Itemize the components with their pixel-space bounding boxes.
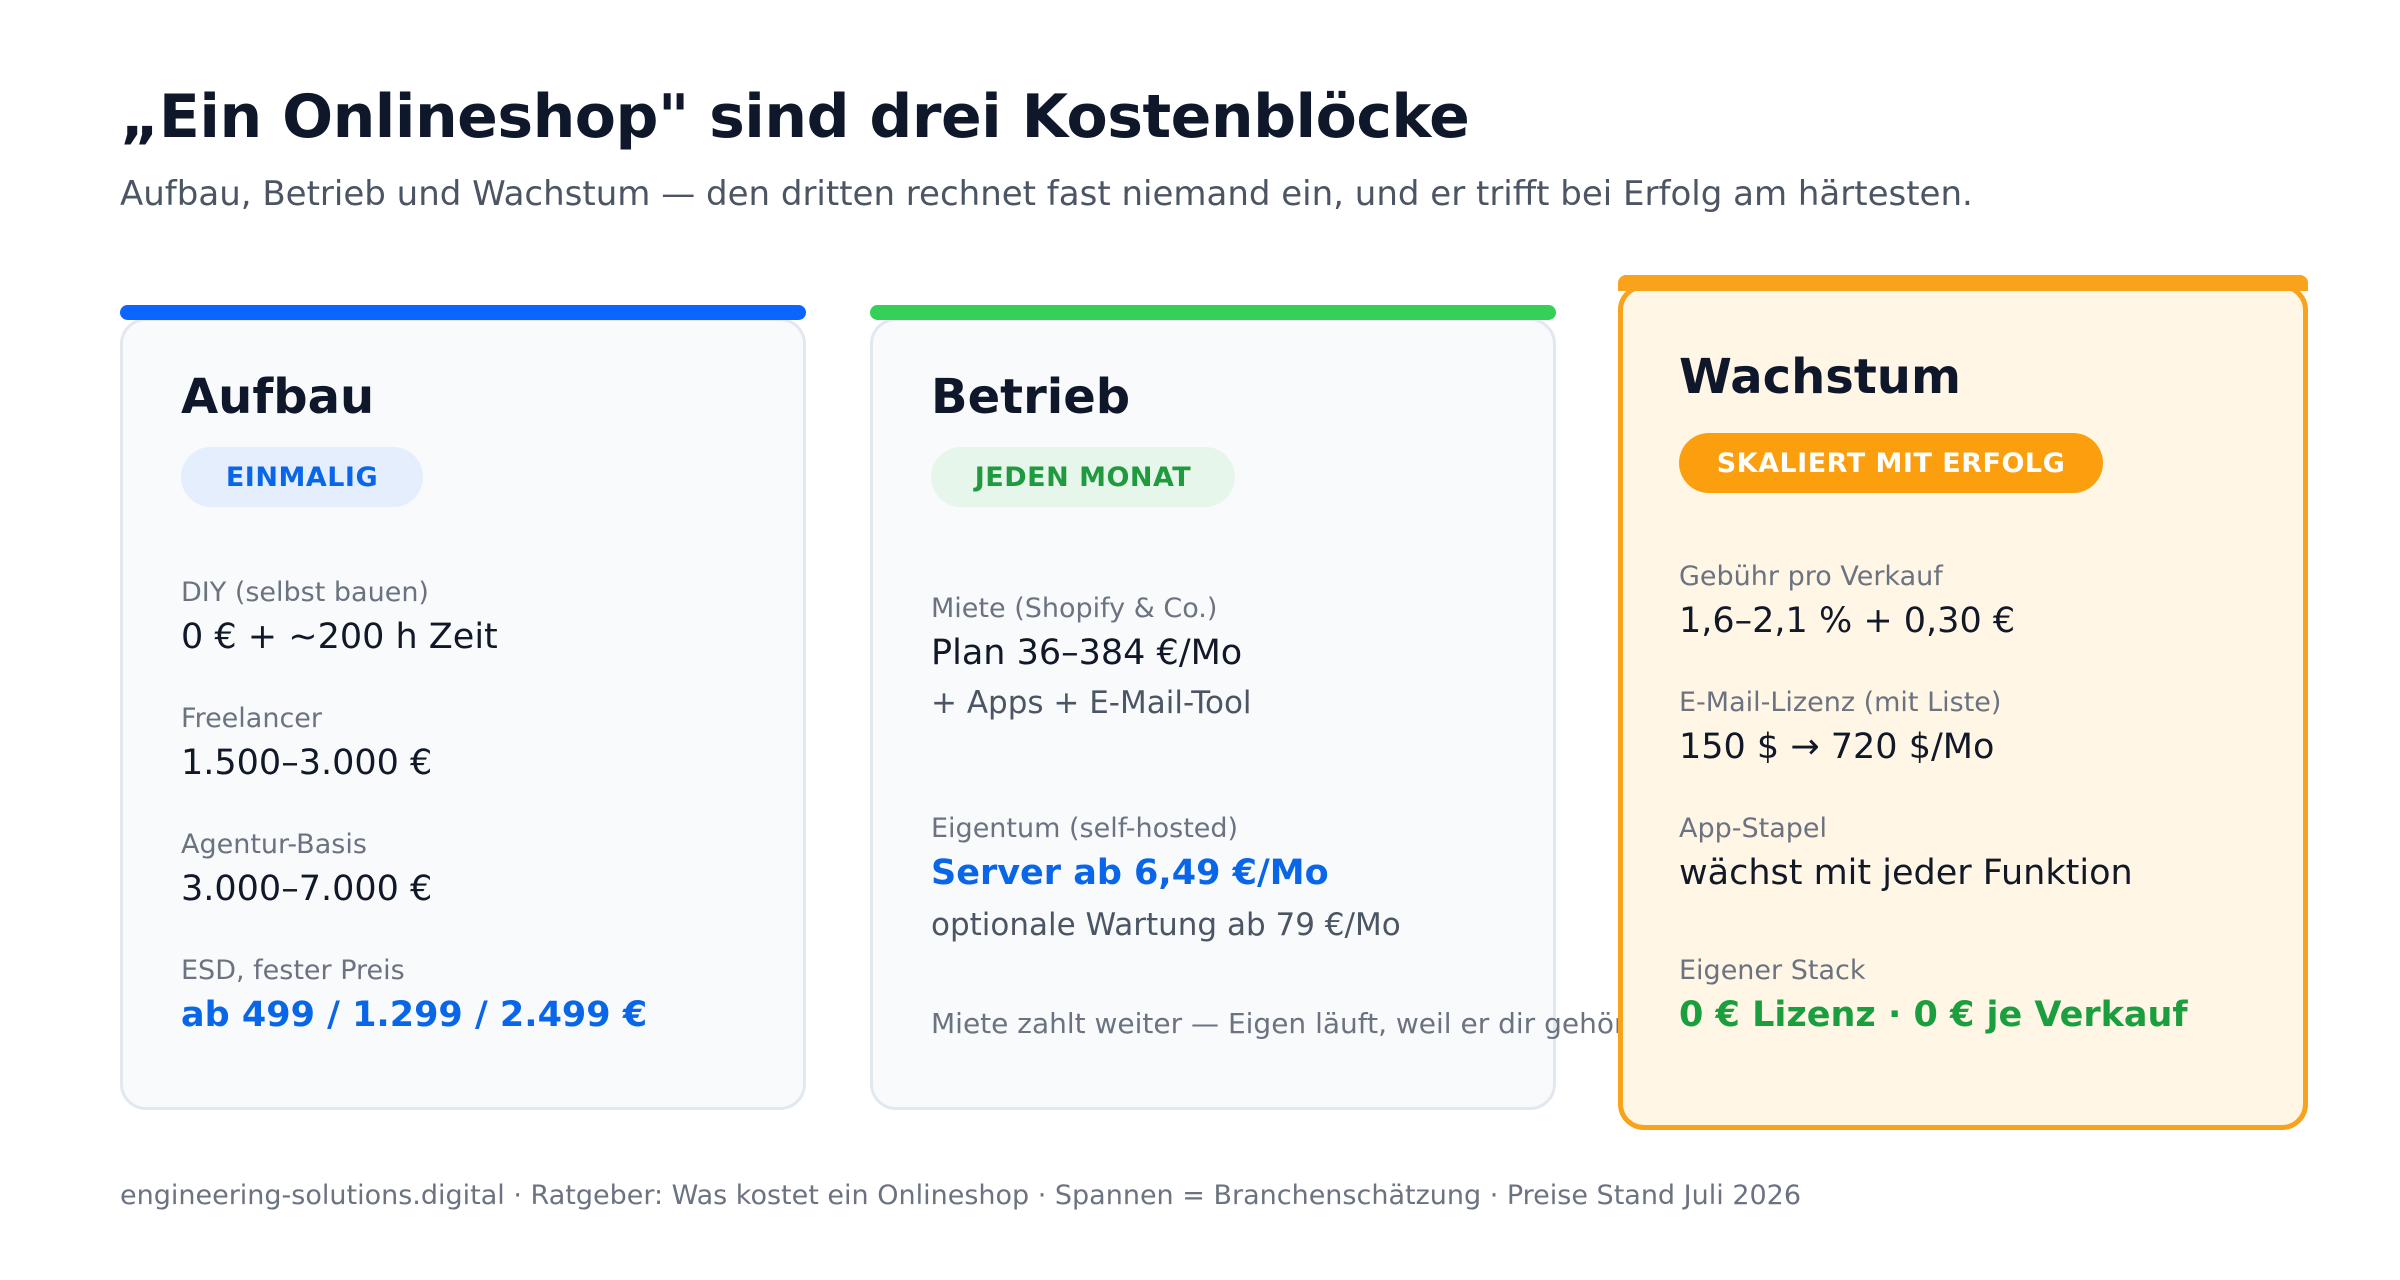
card-aufbau: Aufbau EINMALIG DIY (selbst bauen) 0 € +… bbox=[120, 305, 806, 1110]
wachstum-item-label: Gebühr pro Verkauf bbox=[1679, 561, 1943, 592]
aufbau-item-value-highlight: ab 499 / 1.299 / 2.499 € bbox=[181, 995, 648, 1035]
wachstum-item-value-highlight: 0 € Lizenz · 0 € je Verkauf bbox=[1679, 995, 2188, 1035]
betrieb-item-subvalue: optionale Wartung ab 79 €/Mo bbox=[931, 907, 1401, 943]
footer-source-note: engineering-solutions.digital · Ratgeber… bbox=[120, 1180, 1802, 1211]
betrieb-item-label: Eigentum (self-hosted) bbox=[931, 813, 1239, 844]
aufbau-item-label: Freelancer bbox=[181, 703, 323, 734]
wachstum-item-label: App-Stapel bbox=[1679, 813, 1828, 844]
card-aufbau-title: Aufbau bbox=[181, 369, 375, 425]
betrieb-item-value-highlight: Server ab 6,49 €/Mo bbox=[931, 853, 1329, 893]
card-betrieb-title: Betrieb bbox=[931, 369, 1131, 425]
wachstum-item-label: E-Mail-Lizenz (mit Liste) bbox=[1679, 687, 2002, 718]
card-wachstum-accent-bar bbox=[1618, 275, 2308, 291]
aufbau-item-value: 0 € + ~200 h Zeit bbox=[181, 617, 498, 657]
card-betrieb-accent-bar bbox=[870, 305, 1556, 320]
aufbau-item-value: 1.500–3.000 € bbox=[181, 743, 433, 783]
aufbau-item-value: 3.000–7.000 € bbox=[181, 869, 433, 909]
card-betrieb: Betrieb JEDEN MONAT Miete (Shopify & Co.… bbox=[870, 305, 1636, 1110]
aufbau-item-label: DIY (selbst bauen) bbox=[181, 577, 429, 608]
wachstum-item-value: wächst mit jeder Funktion bbox=[1679, 853, 2133, 893]
betrieb-item-value: Plan 36–384 €/Mo bbox=[931, 633, 1243, 673]
wachstum-item-value: 150 $ → 720 $/Mo bbox=[1679, 727, 1995, 767]
aufbau-item-label: ESD, fester Preis bbox=[181, 955, 405, 986]
wachstum-item-value: 1,6–2,1 % + 0,30 € bbox=[1679, 601, 2016, 641]
card-aufbau-accent-bar bbox=[120, 305, 806, 320]
card-wachstum-title: Wachstum bbox=[1679, 349, 1961, 405]
card-wachstum-badge: SKALIERT MIT ERFOLG bbox=[1679, 433, 2103, 493]
aufbau-item-label: Agentur-Basis bbox=[181, 829, 367, 860]
wachstum-item-label: Eigener Stack bbox=[1679, 955, 1866, 986]
betrieb-item-subvalue: + Apps + E-Mail-Tool bbox=[931, 685, 1252, 721]
card-wachstum: Wachstum SKALIERT MIT ERFOLG Gebühr pro … bbox=[1618, 275, 2308, 1130]
card-aufbau-badge: EINMALIG bbox=[181, 447, 423, 507]
betrieb-item-label: Miete (Shopify & Co.) bbox=[931, 593, 1218, 624]
card-betrieb-badge: JEDEN MONAT bbox=[931, 447, 1235, 507]
betrieb-note: Miete zahlt weiter — Eigen läuft, weil e… bbox=[931, 1007, 1637, 1040]
page-subtitle: Aufbau, Betrieb und Wachstum — den dritt… bbox=[120, 174, 1973, 214]
page-title: „Ein Onlineshop" sind drei Kostenblöcke bbox=[120, 82, 1470, 152]
